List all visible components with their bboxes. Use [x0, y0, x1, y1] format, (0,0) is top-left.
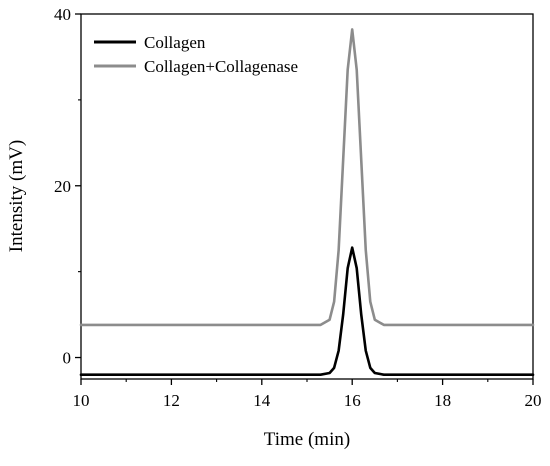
x-tick-label: 18 — [434, 391, 451, 410]
x-tick-label: 12 — [163, 391, 180, 410]
legend: Collagen Collagen+Collagenase — [94, 33, 298, 76]
legend-label: Collagen — [144, 33, 206, 52]
x-axis-title: Time (min) — [264, 429, 350, 450]
axis-tick-labels: 10 12 14 16 18 20 0 20 40 — [54, 5, 542, 410]
y-tick-label: 20 — [54, 177, 71, 196]
x-tick-label: 14 — [253, 391, 271, 410]
legend-label: Collagen+Collagenase — [144, 57, 298, 76]
y-axis-title: Intensity (mV) — [6, 140, 27, 252]
x-tick-label: 10 — [73, 391, 90, 410]
axis-ticks — [75, 13, 534, 385]
series-lines — [79, 28, 535, 377]
x-tick-label: 16 — [344, 391, 361, 410]
series-line-collagen-collagenase — [79, 28, 535, 327]
series-line-collagen — [79, 246, 535, 377]
y-tick-label: 40 — [54, 5, 71, 24]
x-tick-label: 20 — [525, 391, 542, 410]
y-tick-label: 0 — [63, 349, 72, 368]
